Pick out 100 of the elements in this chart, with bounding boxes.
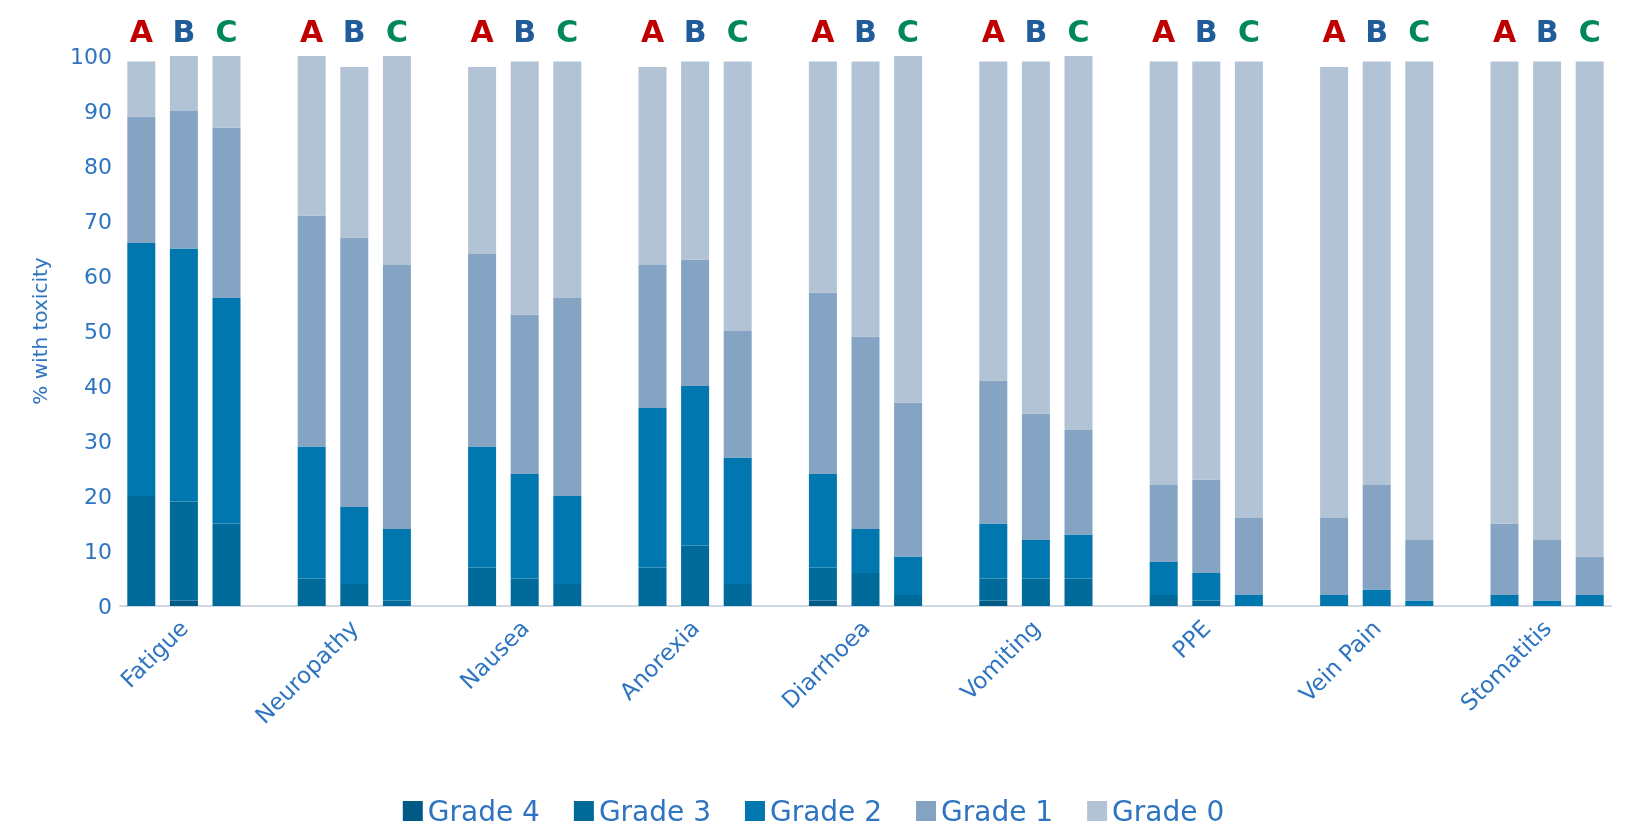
bar (382, 265, 411, 529)
bar (212, 298, 241, 524)
bar (638, 265, 667, 408)
text: A (1322, 13, 1347, 49)
bar (1149, 595, 1178, 606)
bar (638, 408, 667, 568)
text: C (726, 13, 749, 49)
legend-label: Grade 1 (941, 794, 1054, 828)
y-tick-label: 60 (84, 263, 112, 289)
bar (638, 67, 667, 265)
bar (468, 67, 497, 254)
bar (979, 61, 1008, 381)
bar (1149, 485, 1178, 562)
bar (1149, 562, 1178, 595)
text: C (215, 13, 238, 49)
bar (553, 584, 582, 606)
bar (1320, 67, 1349, 518)
text: B (1365, 13, 1389, 49)
bar (468, 446, 497, 568)
bar (169, 56, 198, 111)
bar (340, 67, 369, 238)
bar (127, 61, 156, 117)
bar (1320, 518, 1349, 595)
bar (297, 578, 326, 606)
bar (1490, 523, 1519, 595)
text: B (172, 13, 196, 49)
y-tick-label: 50 (84, 318, 112, 344)
bar (1533, 61, 1562, 540)
bar (1362, 61, 1391, 485)
bar (681, 61, 710, 260)
y-tick-label: 0 (98, 593, 112, 619)
bar (979, 578, 1008, 601)
bar (510, 61, 539, 315)
y-tick-label: 30 (84, 428, 112, 454)
bar (340, 584, 369, 606)
bar (468, 254, 497, 447)
text: B (1535, 13, 1559, 49)
bar (808, 474, 837, 568)
bar (1021, 578, 1050, 606)
bar (808, 567, 837, 601)
bar (1192, 479, 1221, 573)
bar (851, 336, 880, 529)
bar (127, 116, 156, 243)
text: C (1237, 13, 1260, 49)
bar (681, 386, 710, 546)
bar (510, 474, 539, 579)
bar (723, 331, 752, 458)
bar (212, 127, 241, 298)
bar (1405, 61, 1434, 540)
bar (1234, 518, 1263, 595)
text: C (385, 13, 408, 49)
bar (510, 314, 539, 474)
bar (808, 292, 837, 474)
x-tick-label: Vein Pain (1293, 614, 1386, 707)
y-tick-label: 70 (84, 208, 112, 234)
y-tick-label: 10 (84, 538, 112, 564)
text: A (640, 13, 665, 49)
bar (1320, 595, 1349, 606)
legend-label: Grade 2 (769, 794, 883, 828)
text: B (854, 13, 877, 49)
bar (851, 573, 880, 606)
bar (681, 545, 710, 606)
bar (1064, 56, 1093, 430)
bar (638, 567, 667, 606)
bar (1490, 61, 1519, 524)
bar (169, 111, 198, 249)
legend-label: Grade 0 (1112, 794, 1225, 828)
bar (723, 457, 752, 584)
bar (553, 298, 582, 496)
bar (1575, 556, 1604, 595)
bar (468, 567, 497, 606)
y-tick-label: 80 (84, 153, 112, 179)
bar (1021, 540, 1050, 579)
text: B (1024, 13, 1048, 49)
bar (297, 215, 326, 447)
bar (340, 507, 369, 584)
bar (1533, 600, 1562, 606)
text: A (470, 13, 495, 49)
bar (1064, 430, 1093, 535)
text: A (300, 13, 325, 49)
y-tick-label: 40 (84, 373, 112, 399)
bar (894, 556, 923, 595)
bar (553, 61, 582, 298)
y-axis-title: % with toxicity (28, 257, 52, 405)
bar (1362, 485, 1391, 590)
text: B (683, 13, 707, 49)
bar (979, 380, 1008, 524)
bar (510, 578, 539, 606)
bar (212, 56, 241, 128)
bar (212, 523, 241, 606)
y-tick-label: 20 (84, 483, 112, 509)
bar (894, 56, 923, 403)
bar (382, 56, 411, 265)
text: C (1067, 13, 1090, 49)
bar (1405, 540, 1434, 601)
text: C (556, 13, 579, 49)
bar (894, 595, 923, 606)
bar (297, 56, 326, 216)
bar (169, 248, 198, 502)
bar (681, 259, 710, 386)
